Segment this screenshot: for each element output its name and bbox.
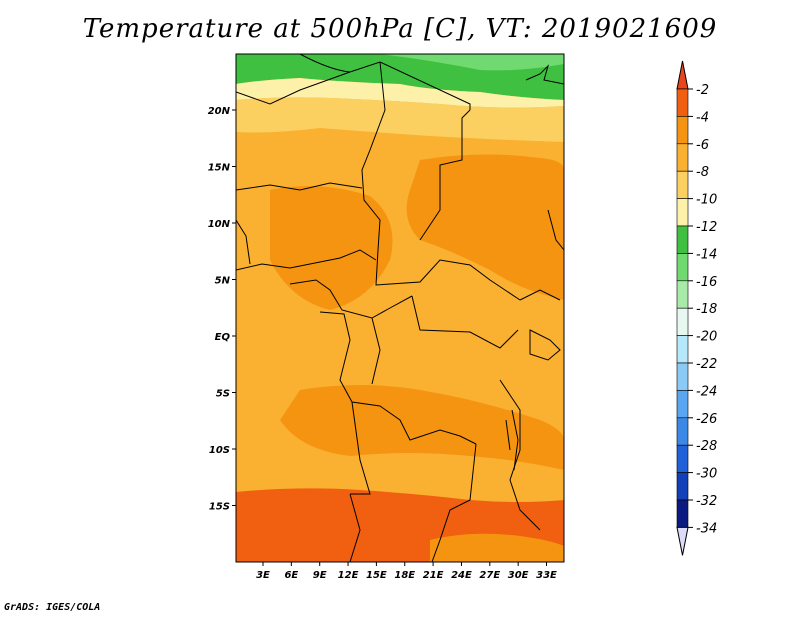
field-patch-south [280, 385, 564, 470]
colorbar-swatch [676, 88, 689, 117]
colorbar-label: -12 [696, 220, 717, 235]
colorbar-label: -34 [696, 521, 717, 536]
map-frame [235, 53, 565, 563]
lon-label: 6E [284, 570, 298, 581]
border-17 [236, 219, 251, 265]
lon-label: 15E [366, 570, 387, 581]
lon-label: 30E [508, 570, 529, 581]
lon-label: 18E [394, 570, 415, 581]
colorbar-label: -30 [696, 467, 717, 482]
field-band-yellow [236, 97, 564, 142]
lon-label: 21E [423, 570, 444, 581]
colorbar-label: -8 [696, 165, 709, 180]
lon-label: 3E [256, 570, 270, 581]
lon-label: 9E [313, 570, 327, 581]
colorbar-swatch [676, 362, 689, 391]
border-6 [236, 249, 377, 271]
border-11 [349, 493, 361, 562]
colorbar-label: -16 [696, 275, 717, 290]
border-16 [547, 209, 564, 251]
lakes [505, 409, 519, 471]
colorbar-label: -10 [696, 193, 717, 208]
lake-victoria [529, 329, 561, 361]
lat-label: 10S [209, 445, 230, 456]
colorbar-swatch [676, 116, 689, 145]
border-12 [350, 401, 371, 495]
colorbar-swatch [676, 499, 689, 528]
field-patch-west [270, 186, 393, 310]
lon-label: 33E [536, 570, 557, 581]
lon-label: 27E [479, 570, 500, 581]
colorbar-swatch [676, 198, 689, 227]
colorbar-label: -24 [696, 384, 717, 399]
colorbar-label: -18 [696, 302, 717, 317]
axis-ticks: 20N 15N 10N 5N EQ 5S 10S 15S 3E 6E 9E 12E 15E 18E 21E 2… [208, 106, 557, 581]
colorbar-swatch [676, 390, 689, 419]
colorbar: -2 -4 -6 -8 -10 -12 -14 -16 -18 -20 -22 -24 -26 -28 -3… [676, 60, 717, 556]
colorbar-swatch [676, 280, 689, 309]
colorbar-swatch [676, 335, 689, 364]
colorbar-bottom-arrow [676, 526, 689, 556]
colorbar-label: -22 [696, 357, 717, 372]
map-title: Temperature at 500hPa [C], VT: 201902160… [82, 14, 718, 44]
border-1 [299, 54, 471, 110]
colorbar-swatch [676, 253, 689, 282]
lat-label: 10N [208, 219, 231, 230]
grads-credit: GrADS: IGES/COLA [4, 602, 101, 613]
temperature-field [236, 54, 564, 562]
lat-label: EQ [215, 332, 231, 343]
colorbar-swatch [676, 225, 689, 254]
lat-label: 5S [216, 389, 230, 400]
colorbar-label: -6 [696, 138, 709, 153]
border-5 [236, 182, 363, 191]
border-2 [236, 71, 351, 105]
country-borders [236, 54, 564, 562]
lat-label: 15S [209, 502, 230, 513]
colorbar-label: -14 [696, 247, 717, 262]
lon-label: 24E [451, 570, 472, 581]
colorbar-top-arrow [676, 60, 689, 90]
border-13 [431, 443, 477, 562]
field-band-lightgreen [380, 54, 564, 71]
border-8 [319, 311, 477, 445]
lon-label: 12E [338, 570, 359, 581]
colorbar-label: -20 [696, 330, 717, 345]
colorbar-swatch [676, 444, 689, 473]
colorbar-swatch [676, 143, 689, 172]
field-patch-east [406, 154, 564, 300]
border-15 [519, 289, 561, 301]
border-3 [419, 109, 471, 241]
colorbar-label: -26 [696, 412, 717, 427]
border-7 [289, 279, 413, 319]
lat-label: 20N [208, 106, 231, 117]
colorbar-label: -32 [696, 494, 717, 509]
field-band-paleyellow [236, 78, 564, 108]
colorbar-label: -2 [696, 83, 709, 98]
colorbar-swatch [676, 417, 689, 446]
border-18 [525, 64, 564, 85]
border-4 [361, 61, 521, 301]
border-9 [371, 317, 381, 385]
border-10 [411, 295, 519, 349]
colorbar-label: -4 [696, 110, 709, 125]
colorbar-label: -28 [696, 439, 717, 454]
colorbar-swatch [676, 307, 689, 336]
colorbar-swatch [676, 472, 689, 501]
field-patch-southeast [430, 533, 564, 562]
colorbar-swatch [676, 170, 689, 199]
lat-label: 5N [215, 276, 231, 287]
lat-label: 15N [208, 163, 231, 174]
